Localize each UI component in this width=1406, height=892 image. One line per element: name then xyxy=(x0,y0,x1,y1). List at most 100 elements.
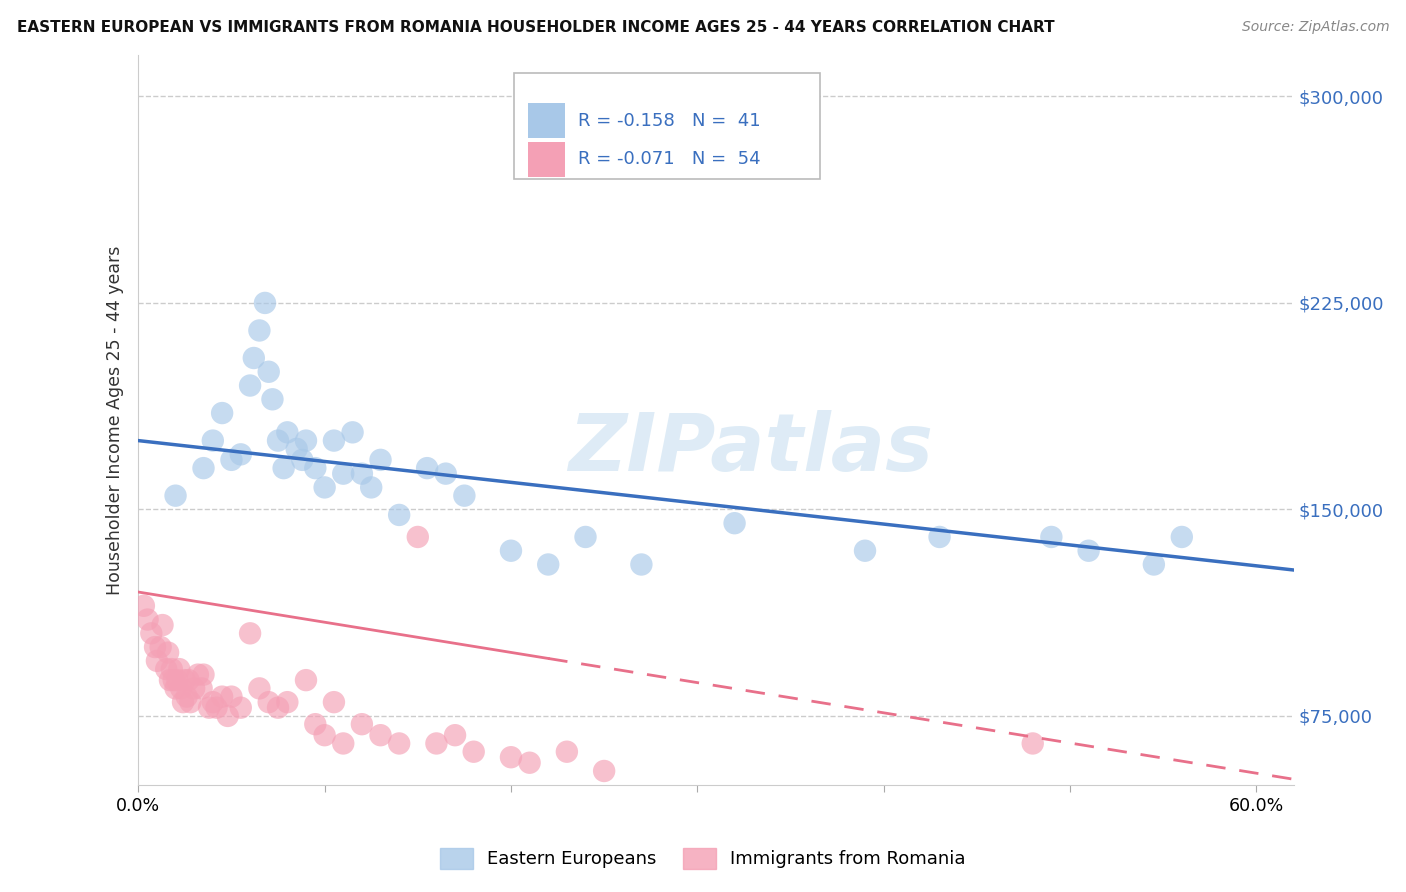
Point xyxy=(155,662,177,676)
Point xyxy=(267,434,290,448)
Point xyxy=(211,406,233,420)
Point xyxy=(262,392,284,407)
Point xyxy=(332,736,354,750)
Point xyxy=(160,662,183,676)
Point xyxy=(273,461,295,475)
Point xyxy=(370,728,392,742)
Point xyxy=(1040,530,1063,544)
Point xyxy=(170,681,193,696)
FancyBboxPatch shape xyxy=(527,103,565,138)
Point xyxy=(257,695,280,709)
Point xyxy=(1171,530,1194,544)
Y-axis label: Householder Income Ages 25 - 44 years: Householder Income Ages 25 - 44 years xyxy=(107,245,124,595)
Point xyxy=(211,690,233,704)
Point xyxy=(257,365,280,379)
Point xyxy=(253,296,276,310)
Point xyxy=(176,690,198,704)
Point xyxy=(388,736,411,750)
Point xyxy=(370,453,392,467)
Point xyxy=(229,447,252,461)
Point xyxy=(434,467,457,481)
Point xyxy=(179,695,201,709)
Point xyxy=(221,453,243,467)
Point xyxy=(350,467,373,481)
Point xyxy=(388,508,411,522)
Point xyxy=(574,530,596,544)
Point xyxy=(247,681,270,696)
Point xyxy=(159,673,181,687)
Point xyxy=(163,673,186,687)
Point xyxy=(285,442,308,456)
Point xyxy=(165,681,187,696)
Point xyxy=(350,717,373,731)
Point xyxy=(177,673,200,687)
Point xyxy=(152,618,174,632)
Point xyxy=(304,461,326,475)
Point xyxy=(183,681,205,696)
Point xyxy=(157,646,180,660)
Text: EASTERN EUROPEAN VS IMMIGRANTS FROM ROMANIA HOUSEHOLDER INCOME AGES 25 - 44 YEAR: EASTERN EUROPEAN VS IMMIGRANTS FROM ROMA… xyxy=(17,20,1054,35)
Point xyxy=(499,750,522,764)
Point xyxy=(406,530,429,544)
Point xyxy=(453,489,475,503)
Point xyxy=(463,745,485,759)
Point xyxy=(172,695,194,709)
Point xyxy=(928,530,950,544)
Point xyxy=(243,351,266,365)
Point xyxy=(169,662,191,676)
Text: R = -0.071   N =  54: R = -0.071 N = 54 xyxy=(578,151,761,169)
Point xyxy=(425,736,447,750)
Point xyxy=(1143,558,1166,572)
Point xyxy=(201,695,224,709)
Point xyxy=(304,717,326,731)
Point xyxy=(853,543,876,558)
Point xyxy=(193,461,215,475)
Point xyxy=(136,613,159,627)
Point xyxy=(295,434,318,448)
Point xyxy=(173,673,195,687)
Point xyxy=(295,673,318,687)
Point xyxy=(555,745,578,759)
Point xyxy=(166,673,188,687)
Point xyxy=(239,378,262,392)
Point xyxy=(342,425,364,440)
Point xyxy=(165,489,187,503)
Point xyxy=(537,558,560,572)
Point xyxy=(276,425,298,440)
Point xyxy=(332,467,354,481)
Point xyxy=(149,640,172,654)
Point xyxy=(146,654,169,668)
Point xyxy=(143,640,166,654)
FancyBboxPatch shape xyxy=(513,73,820,179)
Point xyxy=(360,480,382,494)
Point xyxy=(444,728,467,742)
Point xyxy=(519,756,541,770)
Point xyxy=(1022,736,1045,750)
Point xyxy=(205,700,228,714)
Point xyxy=(141,626,163,640)
Point xyxy=(267,700,290,714)
Point xyxy=(198,700,221,714)
Point xyxy=(187,667,209,681)
Point xyxy=(1077,543,1099,558)
Point xyxy=(221,690,243,704)
Text: ZIPatlas: ZIPatlas xyxy=(568,410,934,488)
Point xyxy=(314,728,336,742)
Point xyxy=(229,700,252,714)
Point xyxy=(416,461,439,475)
Point xyxy=(323,695,346,709)
Legend: Eastern Europeans, Immigrants from Romania: Eastern Europeans, Immigrants from Roman… xyxy=(433,840,973,876)
Point xyxy=(723,516,745,531)
Point xyxy=(193,667,215,681)
Point xyxy=(239,626,262,640)
FancyBboxPatch shape xyxy=(527,142,565,177)
Text: R = -0.158   N =  41: R = -0.158 N = 41 xyxy=(578,112,761,130)
Point xyxy=(291,453,314,467)
Point xyxy=(201,434,224,448)
Point xyxy=(190,681,212,696)
Point xyxy=(323,434,346,448)
Point xyxy=(630,558,652,572)
Point xyxy=(314,480,336,494)
Point xyxy=(217,709,239,723)
Point xyxy=(499,543,522,558)
